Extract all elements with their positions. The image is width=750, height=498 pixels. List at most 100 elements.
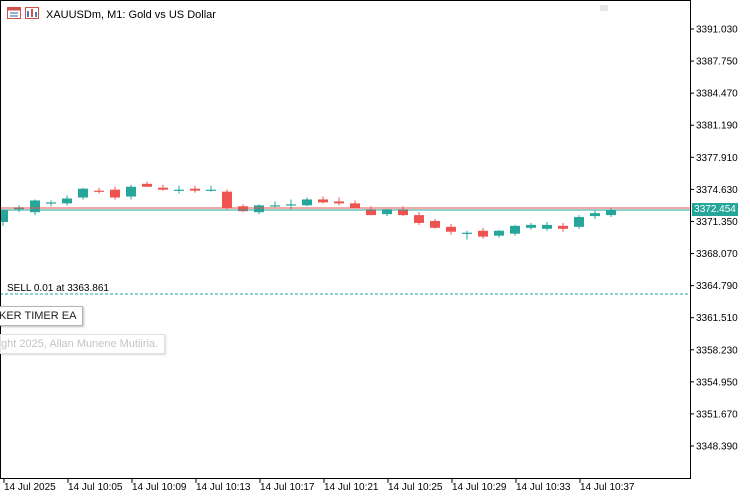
candle [174, 185, 184, 194]
candle [462, 230, 472, 240]
candle-body [270, 205, 280, 207]
candle-body [350, 203, 360, 209]
candle-body [462, 232, 472, 234]
price-axis[interactable]: 3391.030 3387.750 3384.470 3381.190 3377.910… [690, 25, 738, 453]
candle-body [574, 217, 584, 227]
candle-body [446, 226, 456, 232]
candle [270, 201, 280, 208]
candle [574, 215, 584, 229]
candle-body [606, 210, 616, 216]
candle [478, 227, 488, 239]
candle [350, 200, 360, 209]
chart-settings-icon[interactable] [7, 6, 21, 24]
candle [526, 222, 536, 230]
candle-body [430, 220, 440, 228]
candle-body [558, 225, 568, 229]
candle [94, 187, 104, 194]
candle-body [510, 225, 520, 234]
time-axis-label: 14 Jul 10:05 [68, 482, 123, 493]
time-axis-label: 14 Jul 10:21 [324, 482, 379, 493]
candle-body [110, 189, 120, 198]
candle [558, 222, 568, 232]
time-axis-label: 14 Jul 10:37 [580, 482, 635, 493]
candle [254, 204, 264, 215]
chart-title: XAUUSDm, M1: Gold vs US Dollar [46, 9, 216, 21]
candle [190, 185, 200, 193]
candle-body [142, 183, 152, 187]
indicator-list-icon[interactable] [25, 6, 39, 24]
candle [494, 229, 504, 238]
candle [430, 219, 440, 229]
candle-body [414, 215, 424, 223]
candle-body [302, 199, 312, 206]
price-axis-label: 3377.910 [696, 153, 738, 164]
candle [510, 224, 520, 236]
candle [334, 197, 344, 206]
candle-body [382, 209, 392, 215]
time-axis-label: 14 Jul 10:29 [452, 482, 507, 493]
time-axis-label: 14 Jul 10:33 [516, 482, 571, 493]
candle-body [334, 201, 344, 204]
candle-body [366, 209, 376, 216]
price-axis-label: 3358.230 [696, 345, 738, 356]
candle [446, 223, 456, 235]
candle [158, 184, 168, 191]
candle [46, 200, 56, 207]
candle [542, 221, 552, 231]
sell-order-label: SELL 0.01 at 3363.861 [7, 283, 109, 294]
candle-body [286, 204, 296, 206]
candle-body [238, 206, 248, 212]
candle [110, 186, 120, 200]
candle [206, 185, 216, 192]
price-axis-label: 3384.470 [696, 89, 738, 100]
candle [30, 199, 40, 216]
candle-body [318, 199, 328, 203]
candle-body [174, 189, 184, 191]
candle [14, 205, 24, 213]
candle-body [30, 200, 40, 213]
price-axis-label: 3364.790 [696, 281, 738, 292]
time-axis-label: 14 Jul 10:25 [388, 482, 443, 493]
candle [414, 212, 424, 225]
candle [126, 184, 136, 200]
candle [142, 181, 152, 187]
candle-body [0, 210, 8, 222]
chart-shift-marker[interactable] [600, 5, 608, 11]
candle-body [78, 188, 88, 198]
time-axis[interactable]: 14 Jul 2025 14 Jul 10:05 14 Jul 10:09 14 Ju… [3, 478, 635, 493]
price-axis-label: 3354.950 [696, 377, 738, 388]
candle-body [158, 187, 168, 190]
candle [78, 187, 88, 200]
time-axis-label: 14 Jul 2025 [4, 482, 56, 493]
price-axis-label: 3351.670 [696, 409, 738, 420]
candle-body [62, 198, 72, 204]
candle [590, 210, 600, 220]
candle-body [590, 213, 600, 217]
candle [318, 196, 328, 204]
price-axis-label: 3387.750 [696, 57, 738, 68]
time-axis-label: 14 Jul 10:09 [132, 482, 187, 493]
current-price-tag: 3372.454 [692, 203, 738, 216]
candle [0, 209, 8, 226]
ea-name-label[interactable]: KER TIMER EA [0, 306, 84, 326]
price-axis-label: 3361.510 [696, 313, 738, 324]
candle [302, 197, 312, 207]
candle-body [190, 188, 200, 191]
candle-body [478, 230, 488, 237]
price-axis-label: 3374.630 [696, 185, 738, 196]
candle-body [494, 230, 504, 236]
price-axis-label: 3371.350 [696, 217, 738, 228]
price-axis-label: 3368.070 [696, 249, 738, 260]
candle-body [126, 186, 136, 197]
candle-body [542, 224, 552, 229]
price-axis-label: 3348.390 [696, 442, 738, 453]
candle-body [94, 190, 104, 192]
chart-title-bar: XAUUSDm, M1: Gold vs US Dollar [7, 7, 216, 23]
candle-body [46, 202, 56, 204]
candle-body [526, 224, 536, 228]
candle [62, 195, 72, 206]
price-axis-label: 3381.190 [696, 121, 738, 132]
candle [222, 189, 232, 210]
